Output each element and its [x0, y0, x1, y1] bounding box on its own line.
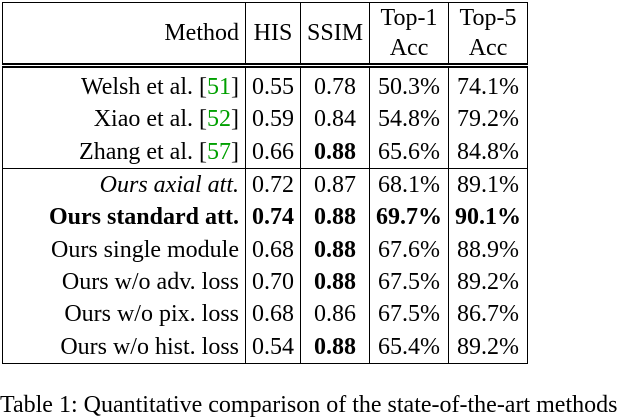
value-cell: 0.68	[245, 233, 301, 266]
table-row: Ours w/o hist. loss 0.54 0.88 65.4% 89.2%	[2, 330, 529, 364]
table-row: Xiao et al. [52] 0.59 0.84 54.8% 79.2%	[2, 103, 529, 136]
citation[interactable]: 51	[207, 74, 231, 101]
table-row: Ours single module 0.68 0.88 67.6% 88.9%	[2, 233, 529, 266]
value-cell: 54.8%	[369, 103, 450, 136]
value-cell: 0.88	[299, 233, 371, 266]
header-cell: Method	[2, 2, 246, 68]
value-cell: 0.70	[245, 265, 301, 299]
value-cell: 89.1%	[448, 168, 529, 202]
value-cell: 65.6%	[369, 135, 450, 169]
method-name: Xiao et al.	[93, 106, 193, 133]
table-row: Zhang et al. [57] 0.66 0.88 65.6% 84.8%	[2, 135, 529, 169]
method-cell: Zhang et al. [57]	[2, 135, 246, 169]
value-cell: 0.88	[299, 265, 371, 299]
table-row: Ours w/o pix. loss 0.68 0.86 67.5% 86.7%	[2, 298, 529, 331]
value-cell: 0.84	[299, 103, 371, 136]
method-name: Ours single module	[51, 236, 239, 263]
method-name: Zhang et al.	[79, 138, 193, 165]
table-row: Welsh et al. [51] 0.55 0.78 50.3% 74.1%	[2, 65, 529, 104]
value-cell: 0.74	[245, 201, 301, 234]
value-cell: 65.4%	[369, 330, 450, 364]
value-cell: 0.54	[245, 330, 301, 364]
value-cell: 67.6%	[369, 233, 450, 266]
caption: Table 1: Quantitative comparison of the …	[0, 392, 618, 418]
value-cell: 84.8%	[448, 135, 529, 169]
method-cell: Ours axial att.	[2, 168, 246, 202]
method-name: Ours w/o adv. loss	[61, 268, 239, 295]
value-cell: 0.88	[299, 330, 371, 364]
results-table: Method HIS SSIM Top-1 Acc Top-5 Acc Welsh et …	[2, 2, 529, 364]
method-cell: Ours single module	[2, 233, 246, 266]
method-name: Ours w/o hist. loss	[60, 333, 239, 360]
value-cell: 0.68	[245, 298, 301, 331]
header-row: Method HIS SSIM Top-1 Acc Top-5 Acc	[2, 2, 529, 68]
value-cell: 89.2%	[448, 265, 529, 299]
method-cell: Welsh et al. [51]	[2, 65, 246, 104]
value-cell: 0.59	[245, 103, 301, 136]
header-cell: Top-1 Acc	[369, 2, 450, 68]
citation[interactable]: 52	[207, 106, 231, 133]
value-cell: 0.88	[299, 135, 371, 169]
value-cell: 86.7%	[448, 298, 529, 331]
value-cell: 0.55	[245, 65, 301, 104]
header-cell: Top-5 Acc	[448, 2, 529, 68]
table-body: Method HIS SSIM Top-1 Acc Top-5 Acc Welsh et …	[2, 2, 529, 364]
table-row: Ours w/o adv. loss 0.70 0.88 67.5% 89.2%	[2, 265, 529, 299]
page: Method HIS SSIM Top-1 Acc Top-5 Acc Welsh et …	[0, 2, 618, 418]
value-cell: 79.2%	[448, 103, 529, 136]
table-row: Ours axial att. 0.72 0.87 68.1% 89.1%	[2, 168, 529, 202]
value-cell: 0.72	[245, 168, 301, 202]
header-cell: HIS	[245, 2, 301, 68]
value-cell: 50.3%	[369, 65, 450, 104]
value-cell: 67.5%	[369, 265, 450, 299]
header-cell: SSIM	[299, 2, 371, 68]
method-name: Ours w/o pix. loss	[64, 301, 239, 328]
method-name: Welsh et al.	[80, 74, 193, 101]
value-cell: 0.66	[245, 135, 301, 169]
method-name: Ours axial att.	[99, 172, 239, 199]
method-cell: Xiao et al. [52]	[2, 103, 246, 136]
citation[interactable]: 57	[207, 138, 231, 165]
value-cell: 90.1%	[448, 201, 529, 234]
value-cell: 69.7%	[369, 201, 450, 234]
value-cell: 0.87	[299, 168, 371, 202]
method-cell: Ours standard att.	[2, 201, 246, 234]
value-cell: 74.1%	[448, 65, 529, 104]
value-cell: 88.9%	[448, 233, 529, 266]
method-cell: Ours w/o hist. loss	[2, 330, 246, 364]
method-name: Ours standard att.	[48, 204, 239, 231]
method-cell: Ours w/o adv. loss	[2, 265, 246, 299]
value-cell: 67.5%	[369, 298, 450, 331]
value-cell: 0.86	[299, 298, 371, 331]
method-cell: Ours w/o pix. loss	[2, 298, 246, 331]
value-cell: 0.78	[299, 65, 371, 104]
table-row: Ours standard att. 0.74 0.88 69.7% 90.1%	[2, 201, 529, 234]
value-cell: 89.2%	[448, 330, 529, 364]
value-cell: 0.88	[299, 201, 371, 234]
value-cell: 68.1%	[369, 168, 450, 202]
